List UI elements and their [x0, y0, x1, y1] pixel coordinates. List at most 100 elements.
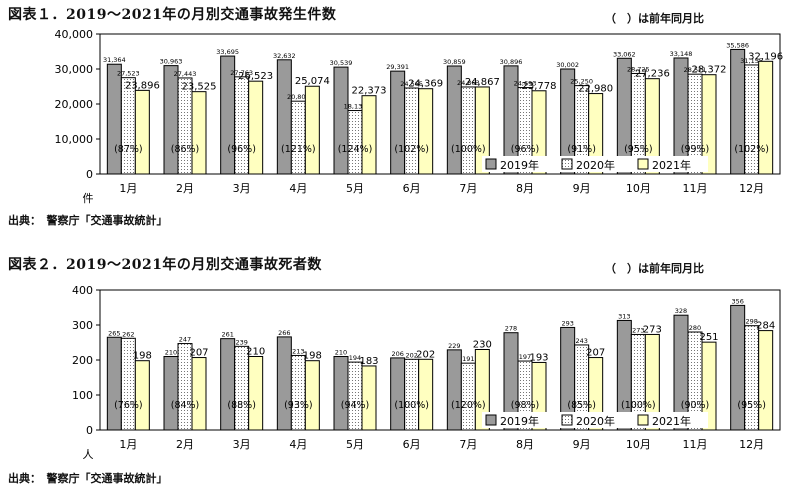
- data-label: 293: [561, 319, 573, 327]
- bar: [390, 357, 406, 431]
- bar: [474, 349, 490, 431]
- bar: [418, 358, 434, 431]
- x-tick-label: 7月: [459, 182, 477, 195]
- x-tick-label: 2月: [176, 438, 194, 451]
- chart-title: 図表１．2019～2021年の月別交通事故発生件数: [8, 7, 337, 23]
- data-label: 27,236: [635, 69, 670, 80]
- data-label: 210: [246, 347, 265, 358]
- x-tick-label: 2月: [176, 182, 194, 195]
- bar: [333, 66, 349, 175]
- x-tick-label: 12月: [739, 182, 764, 195]
- bar: [347, 361, 363, 431]
- legend-box: [482, 156, 708, 172]
- bar: [248, 356, 264, 431]
- y-tick-label: 0: [86, 168, 93, 181]
- ratio-label: (102%): [734, 144, 769, 155]
- y-tick-label: 400: [72, 284, 93, 297]
- data-label: 33,148: [670, 50, 693, 58]
- ratio-label: (87%): [114, 144, 143, 155]
- x-tick-label: 10月: [626, 438, 651, 451]
- ratio-label: (93%): [284, 400, 313, 411]
- bar: [730, 48, 746, 175]
- x-tick-label: 8月: [516, 182, 534, 195]
- data-label: 24,867: [465, 77, 500, 88]
- bar: [234, 76, 250, 175]
- x-tick-label: 10月: [626, 182, 651, 195]
- ratio-label: (121%): [281, 144, 316, 155]
- legend-entry: 2020年: [576, 414, 615, 428]
- ratio-label: (95%): [624, 144, 653, 155]
- x-tick-label: 11月: [683, 438, 708, 451]
- bar: [290, 354, 306, 431]
- data-label: 30,896: [500, 58, 523, 66]
- data-label: 194: [349, 354, 361, 362]
- data-label: 230: [473, 340, 492, 351]
- x-tick-label: 6月: [403, 182, 421, 195]
- ratio-label: (88%): [227, 400, 256, 411]
- ratio-label: (100%): [621, 400, 656, 411]
- data-label: 298: [745, 318, 757, 326]
- bar: [134, 89, 150, 175]
- bar: [191, 357, 207, 431]
- bar: [134, 360, 150, 431]
- data-label: 27,763: [230, 69, 253, 77]
- bar: [758, 60, 774, 175]
- data-label: 32,632: [273, 52, 296, 60]
- data-label: 31,364: [103, 56, 126, 64]
- bar: [333, 356, 349, 431]
- data-label: 266: [278, 329, 290, 337]
- data-label: 24,565: [400, 80, 423, 88]
- data-label: 28,725: [627, 65, 650, 73]
- data-label: 23,525: [182, 82, 217, 93]
- data-label: 273: [643, 324, 662, 335]
- y-tick-label: 30,000: [55, 63, 94, 76]
- legend-entry: 2020年: [576, 158, 615, 172]
- data-label: 25,250: [570, 78, 593, 86]
- bar: [361, 95, 377, 175]
- chart-note: （ ）は前年同月比: [605, 12, 704, 25]
- x-tick-label: 7月: [459, 438, 477, 451]
- x-tick-label: 3月: [233, 182, 251, 195]
- data-label: 30,963: [160, 58, 183, 66]
- data-label: 23,778: [522, 81, 557, 92]
- legend-entry: 2021年: [652, 414, 691, 428]
- data-label: 210: [165, 349, 177, 357]
- y-tick-label: 100: [72, 389, 93, 402]
- bar: [234, 345, 250, 431]
- y-tick-label: 300: [72, 319, 93, 332]
- y-tick-label: 40,000: [55, 28, 94, 41]
- chart-panel-fatalities: 図表２．2019～2021年の月別交通事故死者数 （ ）は前年同月比 0 100 2…: [0, 250, 794, 498]
- data-label: 33,062: [613, 50, 636, 58]
- ratio-label: (90%): [681, 400, 710, 411]
- bar: [418, 88, 434, 175]
- data-label: 183: [359, 356, 378, 367]
- ratio-label: (124%): [338, 144, 373, 155]
- data-label: 27,523: [117, 70, 140, 78]
- data-label: 18,133: [344, 103, 367, 111]
- data-label: 202: [405, 351, 417, 359]
- bar: [276, 336, 292, 431]
- bar: [106, 63, 122, 175]
- x-tick-label: 12月: [739, 438, 764, 451]
- x-tick-label: 4月: [289, 182, 307, 195]
- data-label: 23,896: [125, 80, 160, 91]
- ratio-label: (95%): [737, 400, 766, 411]
- legend-swatch: [637, 158, 649, 170]
- legend-swatch: [485, 414, 497, 426]
- bar: [701, 341, 717, 431]
- accidents-chart: 0 10,000 20,000 30,000 40,000 件 31,364 27,523 23…: [55, 28, 784, 205]
- data-label: 35,586: [726, 41, 749, 49]
- bar: [248, 80, 264, 175]
- data-label: 261: [221, 331, 233, 339]
- data-label: 30,859: [443, 58, 466, 66]
- data-label: 198: [303, 351, 322, 362]
- legend-entry: 2019年: [500, 414, 539, 428]
- data-label: 191: [462, 355, 474, 363]
- bar: [163, 356, 179, 431]
- x-tick-label: 9月: [573, 182, 591, 195]
- data-label: 24,863: [457, 79, 480, 87]
- ratio-label: (91%): [567, 144, 596, 155]
- chart-source: 出典： 警察庁「交通事故統計」: [8, 214, 168, 227]
- bar: [290, 100, 306, 175]
